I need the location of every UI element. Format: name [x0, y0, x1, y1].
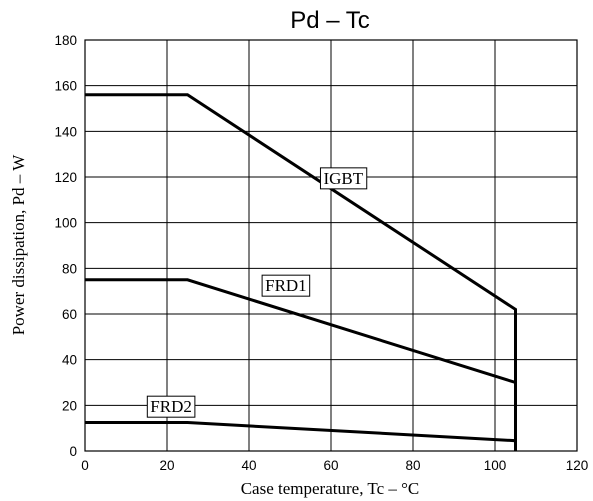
chart-title: Pd – Tc	[290, 7, 370, 34]
x-tick-label: 120	[566, 458, 589, 473]
series-labels: IGBT FRD1 FRD2	[146, 167, 368, 418]
series-label-box	[146, 395, 196, 418]
series-label-frd1: FRD1	[261, 274, 311, 297]
series-label-frd2: FRD2	[146, 395, 196, 418]
series-line-frd2	[85, 421, 517, 451]
series-label-text: IGBT	[323, 169, 363, 188]
y-tick-label: 120	[54, 170, 77, 185]
y-tick-label: 40	[62, 353, 77, 368]
x-tick-label: 80	[405, 458, 420, 473]
y-tick-label: 0	[69, 444, 77, 459]
x-tick-label: 0	[81, 458, 89, 473]
tick-labels: 0 20 40 60 80 100 120 0 20 40 60 80 100 120 140 160 180	[54, 33, 588, 473]
x-axis-label: Case temperature, Tc – °C	[241, 479, 420, 498]
grid	[84, 39, 578, 452]
x-tick-label: 60	[323, 458, 338, 473]
series-line-frd1	[85, 278, 517, 451]
y-tick-label: 140	[54, 124, 77, 139]
x-tick-label: 20	[159, 458, 174, 473]
series-label-text: FRD2	[150, 397, 192, 416]
y-tick-label: 80	[62, 261, 77, 276]
y-tick-label: 100	[54, 216, 77, 231]
series-line-igbt	[85, 93, 517, 451]
plot-frame	[84, 39, 578, 452]
series-label-box	[319, 167, 368, 190]
series-lines	[85, 93, 517, 451]
y-tick-label: 180	[54, 33, 77, 48]
x-tick-label: 100	[484, 458, 507, 473]
x-tick-label: 40	[241, 458, 256, 473]
y-tick-label: 20	[62, 398, 77, 413]
series-label-igbt: IGBT	[319, 167, 368, 190]
y-axis-label: Power dissipation, Pd – W	[9, 154, 28, 336]
y-tick-label: 160	[54, 79, 77, 94]
y-tick-label: 60	[62, 307, 77, 322]
series-label-box	[261, 274, 311, 297]
series-label-text: FRD1	[265, 276, 307, 295]
